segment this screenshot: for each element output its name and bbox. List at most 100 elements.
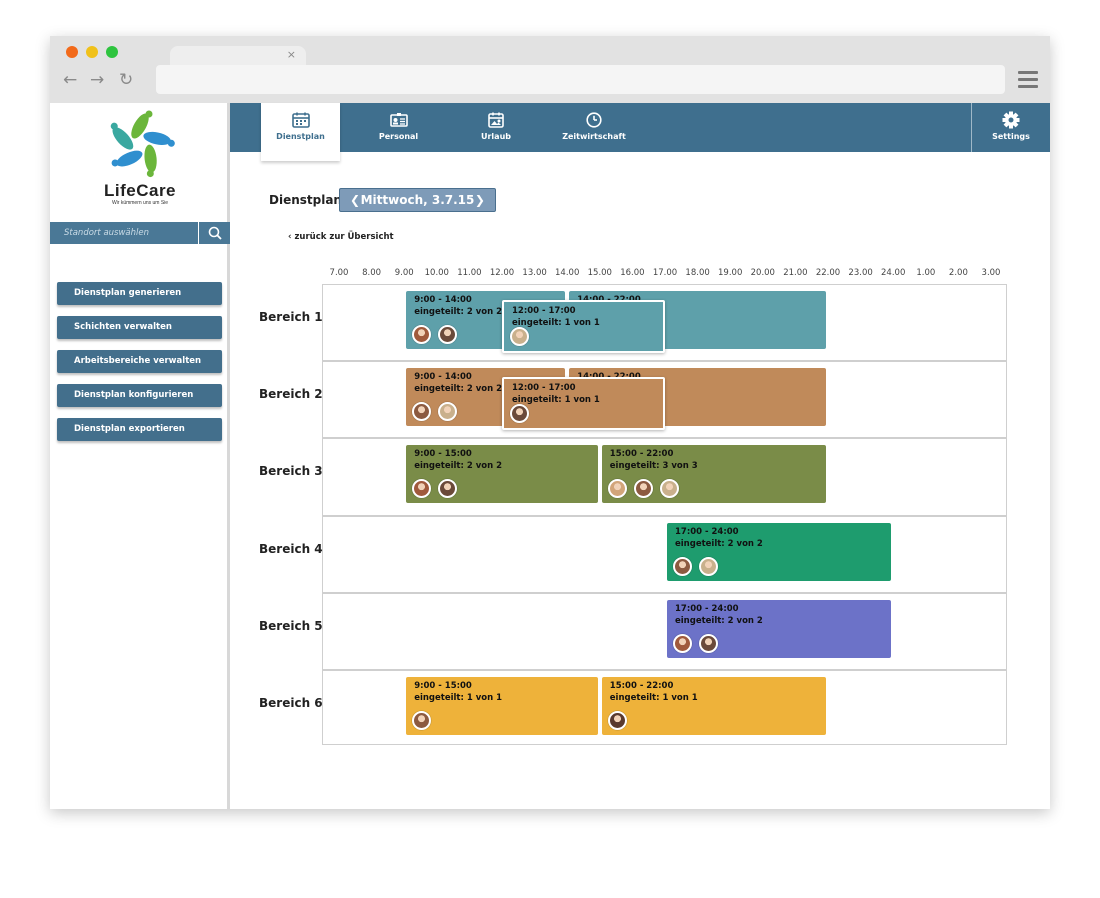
shift-avatars	[510, 404, 529, 424]
minimize-window-dot[interactable]	[86, 46, 98, 58]
avatar[interactable]	[510, 327, 529, 346]
avatar[interactable]	[699, 556, 718, 576]
close-window-dot[interactable]	[66, 46, 78, 58]
shift-block[interactable]: 15:00 - 22:00 eingeteilt: 1 von 1	[601, 677, 826, 735]
avatar[interactable]	[673, 556, 692, 576]
avatar[interactable]	[412, 325, 432, 344]
current-date[interactable]: Mittwoch, 3.7.15	[360, 193, 475, 207]
calendar-icon	[291, 112, 310, 128]
tab-personal[interactable]: Personal	[360, 103, 437, 152]
avatar[interactable]	[607, 711, 627, 730]
avatar[interactable]	[412, 402, 432, 422]
hour-label: 11.00	[457, 268, 482, 278]
avatar[interactable]	[633, 479, 653, 499]
avatar[interactable]	[412, 479, 432, 499]
shift-avatars	[510, 327, 529, 346]
shift-time: 17:00 - 24:00	[675, 526, 739, 537]
hour-label: 23.00	[848, 268, 873, 278]
row-divider	[322, 360, 1007, 363]
shift-block[interactable]: 12:00 - 17:00 eingeteilt: 1 von 1	[502, 377, 665, 431]
hour-label: 18.00	[685, 268, 710, 278]
shift-block[interactable]: 9:00 - 15:00 eingeteilt: 1 von 1	[406, 677, 598, 735]
browser-tab[interactable]: ×	[170, 46, 306, 66]
tab-dienstplan[interactable]: Dienstplan	[261, 103, 340, 161]
back-to-overview-link[interactable]: ‹ zurück zur Übersicht	[288, 232, 394, 242]
forward-arrow-icon[interactable]: →	[90, 70, 105, 90]
avatar[interactable]	[438, 402, 458, 422]
manage-shifts-button[interactable]: Schichten verwalten	[57, 316, 222, 339]
hamburger-menu-icon[interactable]	[1018, 71, 1038, 89]
row-label: Bereich 3	[259, 464, 323, 479]
shift-status: eingeteilt: 2 von 2	[675, 615, 763, 626]
shift-block[interactable]: 17:00 - 24:00 eingeteilt: 2 von 2	[667, 522, 892, 581]
top-navigation: Dienstplan Personal Urlaub Zeitwirtschaf…	[230, 103, 1050, 161]
avatar[interactable]	[412, 711, 432, 730]
tab-urlaub[interactable]: Urlaub	[458, 103, 534, 152]
tab-zeitwirtschaft[interactable]: Zeitwirtschaft	[551, 103, 637, 152]
avatar[interactable]	[659, 479, 679, 499]
location-search-input[interactable]	[50, 222, 197, 244]
address-bar[interactable]	[156, 65, 1005, 94]
tab-dienstplan-label: Dienstplan	[276, 132, 325, 141]
shift-avatars	[607, 479, 679, 499]
shift-status: eingeteilt: 2 von 2	[414, 461, 503, 472]
export-schedule-button[interactable]: Dienstplan exportieren	[57, 418, 222, 441]
shift-time: 12:00 - 17:00	[512, 383, 576, 394]
shift-time: 9:00 - 15:00	[414, 681, 472, 691]
logo: LifeCare Wir kümmern uns um Sie	[50, 103, 230, 221]
shift-status: eingeteilt: 1 von 1	[414, 693, 503, 703]
generate-schedule-button[interactable]: Dienstplan generieren	[57, 282, 222, 305]
back-arrow-icon[interactable]: ←	[63, 70, 78, 90]
hour-label: 12.00	[489, 268, 515, 278]
shift-block[interactable]: 9:00 - 15:00 eingeteilt: 2 von 2	[406, 445, 598, 504]
row-label: Bereich 6	[259, 696, 323, 710]
back-to-overview-label: zurück zur Übersicht	[294, 232, 394, 242]
chevron-left-icon[interactable]: ❮	[350, 193, 361, 207]
clock-icon	[586, 112, 602, 128]
shift-block[interactable]: 17:00 - 24:00 eingeteilt: 2 von 2	[667, 599, 892, 658]
shift-avatars	[412, 402, 458, 422]
shift-time: 9:00 - 14:00	[414, 295, 472, 305]
avatar[interactable]	[699, 633, 718, 653]
shift-status: eingeteilt: 2 von 2	[414, 384, 503, 395]
row-divider	[322, 591, 1007, 594]
avatar[interactable]	[438, 479, 458, 499]
shift-avatars	[412, 711, 432, 730]
chevron-right-icon[interactable]: ❯	[474, 193, 485, 207]
manage-work-areas-button[interactable]: Arbeitsbereiche verwalten	[57, 350, 222, 373]
logo-name: LifeCare	[103, 181, 177, 200]
row-label: Bereich 5	[259, 618, 323, 633]
tab-close-icon[interactable]: ×	[286, 48, 296, 61]
hour-label: 19.00	[718, 268, 743, 278]
shift-block[interactable]: 15:00 - 22:00 eingeteilt: 3 von 3	[601, 445, 826, 504]
hour-label: 24.00	[881, 268, 906, 278]
shift-block[interactable]: 12:00 - 17:00 eingeteilt: 1 von 1	[502, 300, 665, 353]
hour-label: 17.00	[652, 268, 678, 278]
avatar[interactable]	[510, 404, 529, 424]
row-label: Bereich 1	[259, 310, 323, 324]
shift-avatars	[607, 711, 627, 730]
shift-avatars	[412, 479, 458, 499]
search-icon	[208, 226, 222, 240]
search-button[interactable]	[198, 222, 230, 244]
hour-label: 2.00	[948, 268, 968, 278]
avatar[interactable]	[438, 325, 458, 344]
shift-status: eingeteilt: 1 von 1	[609, 693, 698, 703]
tab-zeitwirtschaft-label: Zeitwirtschaft	[562, 132, 626, 141]
shift-avatars	[412, 325, 458, 344]
hour-label: 10.00	[424, 268, 449, 278]
tab-personal-label: Personal	[378, 132, 419, 141]
hour-label: 20.00	[750, 268, 775, 278]
hour-label: 3.00	[981, 268, 1001, 278]
row-label: Bereich 4	[259, 541, 323, 556]
hour-label: 7.00	[329, 268, 349, 278]
id-card-icon	[389, 113, 408, 127]
avatar[interactable]	[673, 633, 692, 653]
reload-icon[interactable]: ↻	[119, 70, 134, 90]
avatar[interactable]	[607, 479, 627, 499]
hour-label: 13.00	[522, 268, 547, 278]
shift-time: 17:00 - 24:00	[675, 603, 739, 614]
maximize-window-dot[interactable]	[106, 46, 118, 58]
settings-button[interactable]: Settings	[971, 103, 1050, 152]
configure-schedule-button[interactable]: Dienstplan konfigurieren	[57, 384, 222, 407]
